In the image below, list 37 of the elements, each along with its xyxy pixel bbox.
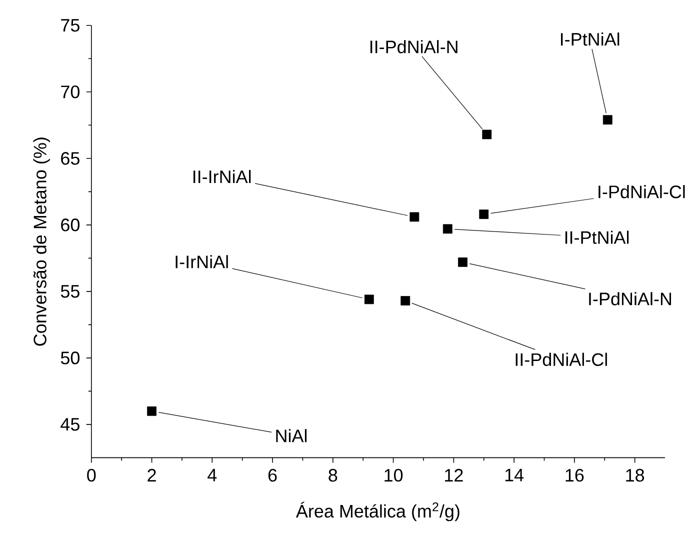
y-tick-label: 70 [61, 86, 80, 98]
y-tick-label: 75 [61, 19, 80, 32]
point [147, 406, 156, 416]
annotation: I-IrNiAl [176, 255, 228, 268]
annotation: II-PdNiAl-Cl [516, 352, 607, 366]
point [458, 257, 468, 267]
x-tick-label: 4 [208, 468, 217, 482]
x-tick-label: 6 [268, 468, 277, 482]
annotation: I-PtNiAl [560, 32, 620, 46]
y-axis-title: Conversão de Metano (%) [33, 138, 50, 346]
x-tick-label: 10 [384, 468, 403, 482]
annotation: II-IrNiAl [193, 170, 251, 184]
point [442, 224, 452, 234]
y-tick-label: 60 [61, 218, 80, 232]
point [479, 210, 489, 219]
x-tick-label: 0 [87, 468, 96, 482]
x-tick-label: 18 [626, 468, 644, 482]
annotation: NiAl [276, 429, 307, 442]
y-tick-label: 55 [60, 285, 80, 298]
y-tick-label: 65 [61, 152, 80, 165]
point [602, 115, 612, 125]
x-tick-label: 14 [505, 468, 524, 482]
x-tick-label: 2 [148, 468, 156, 482]
y-tick-label: 45 [60, 418, 80, 431]
annotation: II-PdNiAl-N [370, 40, 458, 54]
point [400, 296, 410, 306]
annotation: II-PtNiAl [565, 230, 629, 244]
y-tick-label: 50 [60, 352, 80, 364]
x-tick-label: 8 [328, 468, 338, 482]
point [482, 130, 492, 140]
annotation: I-PdNiAl-Cl [598, 185, 685, 198]
point [364, 294, 374, 304]
point [410, 212, 420, 222]
x-tick-label: 16 [566, 468, 584, 482]
x-axis-title: Área Metálica (m$^{2}$/g) [296, 502, 460, 522]
annotation: I-PdNiAl-N [589, 292, 672, 306]
x-tick-label: 12 [445, 468, 463, 482]
